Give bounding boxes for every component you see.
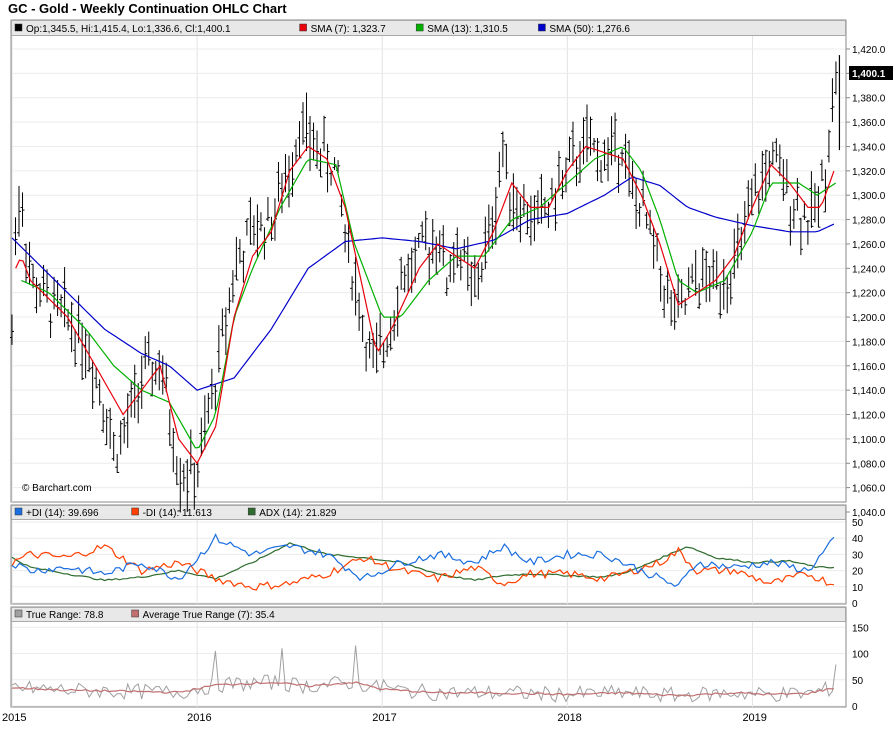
x-tick-label: 2018 <box>557 712 581 724</box>
dmi-legend-swatch <box>131 507 139 516</box>
price-legend-label: SMA (50): 1,276.6 <box>549 24 630 35</box>
dmi-y-tick-label: 30 <box>852 550 864 561</box>
price-legend-label: Op:1,345.5, Hi:1,415.4, Lo:1,336.6, Cl:1… <box>26 24 231 35</box>
price-y-tick-label: 1,360.0 <box>852 118 886 129</box>
dmi-legend-label: -DI (14): 11.613 <box>143 508 213 519</box>
dmi-y-tick-label: 0 <box>852 599 858 610</box>
last-price-label: 1,400.1 <box>852 69 886 80</box>
sma50-line <box>11 176 835 391</box>
sma13-line <box>21 146 837 449</box>
price-legend-swatch <box>415 23 424 32</box>
price-panel-frame <box>10 19 847 503</box>
price-y-tick-label: 1,120.0 <box>852 411 886 422</box>
x-tick-label: 2019 <box>742 712 766 724</box>
price-y-tick-label: 1,420.0 <box>852 45 886 56</box>
tr-legend-swatch <box>131 609 139 618</box>
price-legend-bar <box>11 20 846 36</box>
price-series <box>10 55 841 513</box>
price-y-tick-label: 1,200.0 <box>852 313 886 324</box>
price-y-tick-label: 1,160.0 <box>852 362 886 373</box>
legends: Op:1,345.5, Hi:1,415.4, Lo:1,336.6, Cl:1… <box>14 23 630 621</box>
price-y-tick-label: 1,060.0 <box>852 484 886 495</box>
price-y-tick-label: 1,100.0 <box>852 435 886 446</box>
tr-y-tick-label: 50 <box>852 676 864 687</box>
dmi-y-tick-label: 50 <box>852 518 864 529</box>
x-tick-label: 2015 <box>2 712 26 724</box>
sma7-line <box>15 145 835 465</box>
tr-legend-label: True Range: 78.8 <box>26 610 104 621</box>
price-y-tick-label: 1,180.0 <box>852 337 886 348</box>
true-range-line <box>11 645 837 703</box>
tr-series <box>11 645 837 703</box>
price-y-tick-label: 1,080.0 <box>852 459 886 470</box>
last-price-marker <box>849 66 893 80</box>
price-y-tick-label: 1,260.0 <box>852 240 886 251</box>
x-tick-label: 2016 <box>187 712 211 724</box>
dmi-y-tick-label: 20 <box>852 567 864 578</box>
dmi-legend-label: ADX (14): 21.829 <box>259 508 337 519</box>
x-tick-label: 2017 <box>372 712 396 724</box>
adx-line <box>11 542 834 582</box>
price-y-tick-label: 1,280.0 <box>852 216 886 227</box>
price-legend-swatch <box>14 23 23 32</box>
dmi-legend-swatch <box>14 507 23 516</box>
tr-y-tick-label: 0 <box>852 702 858 713</box>
chart-title: GC - Gold - Weekly Continuation OHLC Cha… <box>8 1 287 16</box>
tr-legend-label: Average True Range (7): 35.4 <box>143 610 276 621</box>
price-y-tick-label: 1,300.0 <box>852 191 886 202</box>
watermark: © Barchart.com <box>22 483 92 494</box>
price-y-tick-label: 1,340.0 <box>852 142 886 153</box>
price-y-tick-label: 1,320.0 <box>852 167 886 178</box>
tr-y-tick-label: 150 <box>852 623 869 634</box>
price-legend-label: SMA (7): 1,323.7 <box>311 24 386 35</box>
price-y-tick-label: 1,240.0 <box>852 264 886 275</box>
price-y-tick-label: 1,380.0 <box>852 94 886 105</box>
dmi-series <box>11 533 835 591</box>
minus-di-line <box>11 544 834 591</box>
price-y-tick-label: 1,140.0 <box>852 386 886 397</box>
grid-lines <box>11 36 845 707</box>
dmi-y-tick-label: 40 <box>852 534 864 545</box>
atr-line <box>11 681 834 697</box>
price-y-tick-label: 1,040.0 <box>852 508 886 519</box>
dmi-legend-swatch <box>247 507 256 516</box>
tr-legend-bar <box>11 607 846 622</box>
tr-legend-swatch <box>14 609 23 618</box>
price-legend-swatch <box>299 23 307 32</box>
price-legend-label: SMA (13): 1,310.5 <box>427 24 508 35</box>
axes: 201520162017201820191,420.01,400.01,380.… <box>2 45 886 724</box>
plus-di-line <box>11 533 835 588</box>
price-legend-swatch <box>538 23 546 32</box>
dmi-y-tick-label: 10 <box>852 583 864 594</box>
tr-y-tick-label: 100 <box>852 650 869 661</box>
dmi-legend-label: +DI (14): 39.696 <box>26 508 99 519</box>
price-y-tick-label: 1,220.0 <box>852 289 886 300</box>
